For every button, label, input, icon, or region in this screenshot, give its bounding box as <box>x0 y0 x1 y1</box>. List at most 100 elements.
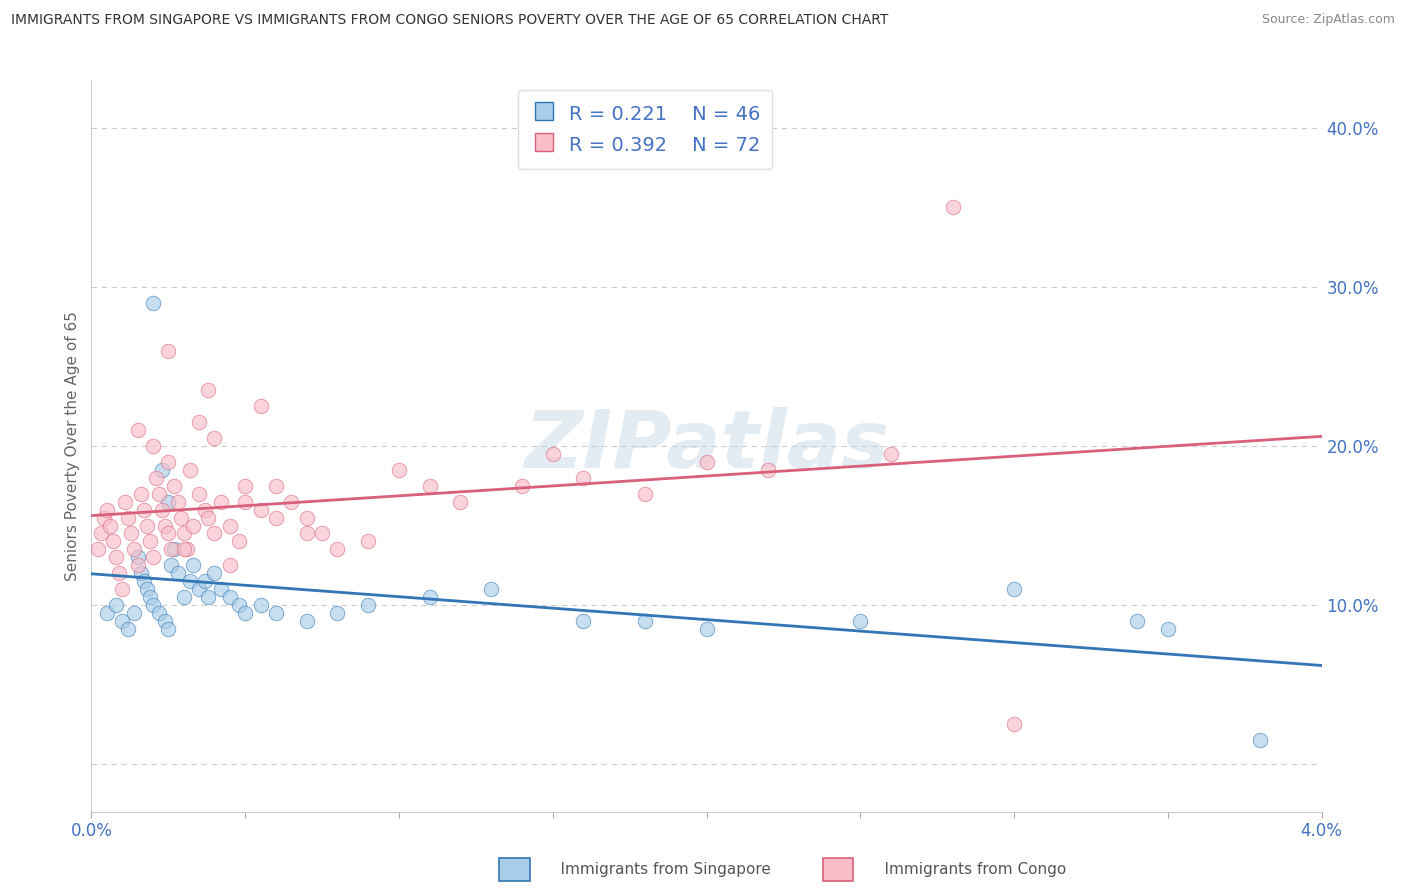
Point <box>157 526 180 541</box>
Point <box>1002 582 1025 596</box>
Point <box>1126 614 1149 628</box>
Point <box>695 455 717 469</box>
Point <box>139 590 162 604</box>
Point <box>209 494 232 508</box>
Point <box>148 606 170 620</box>
Point <box>153 614 177 628</box>
Point <box>157 494 180 508</box>
Point <box>218 590 240 604</box>
Point <box>142 296 165 310</box>
Point <box>142 439 165 453</box>
Point <box>117 622 139 636</box>
Point <box>295 526 318 541</box>
Point <box>249 598 271 612</box>
Point <box>163 479 186 493</box>
Point <box>96 606 118 620</box>
Point <box>264 606 287 620</box>
Point <box>449 494 471 508</box>
Point <box>188 415 211 429</box>
Point <box>163 542 186 557</box>
Text: Immigrants from Congo: Immigrants from Congo <box>865 863 1066 877</box>
Point <box>572 614 595 628</box>
Point <box>157 622 180 636</box>
Point <box>295 510 318 524</box>
Point <box>941 201 963 215</box>
Point <box>179 574 201 589</box>
Point <box>264 479 287 493</box>
Point <box>173 542 195 557</box>
Point <box>148 486 170 500</box>
Point <box>218 558 240 573</box>
Point <box>135 582 157 596</box>
Point <box>127 423 149 437</box>
Point <box>197 510 219 524</box>
Point <box>169 510 191 524</box>
Point <box>880 447 903 461</box>
Point <box>218 518 240 533</box>
Point <box>173 526 195 541</box>
Text: Source: ZipAtlas.com: Source: ZipAtlas.com <box>1261 13 1395 27</box>
Point <box>153 518 177 533</box>
Point <box>157 455 180 469</box>
Point <box>634 614 657 628</box>
Point <box>98 518 121 533</box>
Point <box>93 510 115 524</box>
Point <box>101 534 124 549</box>
Point <box>849 614 872 628</box>
Point <box>197 590 219 604</box>
Point <box>202 431 225 445</box>
Point <box>160 558 183 573</box>
Point <box>127 550 149 565</box>
Point <box>326 542 349 557</box>
Point <box>127 558 149 573</box>
Point <box>228 534 250 549</box>
Point <box>142 550 165 565</box>
Legend: R = 0.221    N = 46, R = 0.392    N = 72: R = 0.221 N = 46, R = 0.392 N = 72 <box>519 90 772 169</box>
Point <box>181 518 204 533</box>
Text: ZIPatlas: ZIPatlas <box>524 407 889 485</box>
Point <box>105 550 127 565</box>
Point <box>202 526 225 541</box>
Point <box>264 510 287 524</box>
Point <box>233 606 256 620</box>
Point <box>326 606 349 620</box>
Point <box>280 494 302 508</box>
Point <box>202 566 225 581</box>
Text: IMMIGRANTS FROM SINGAPORE VS IMMIGRANTS FROM CONGO SENIORS POVERTY OVER THE AGE : IMMIGRANTS FROM SINGAPORE VS IMMIGRANTS … <box>11 13 889 28</box>
Point <box>1157 622 1180 636</box>
Point <box>96 502 118 516</box>
Point <box>228 598 250 612</box>
Point <box>166 566 188 581</box>
Point <box>419 479 441 493</box>
Point <box>311 526 333 541</box>
Point <box>209 582 232 596</box>
Point <box>114 494 136 508</box>
Point <box>160 542 183 557</box>
Point <box>176 542 198 557</box>
Point <box>179 463 201 477</box>
Point <box>357 598 380 612</box>
Point <box>197 384 219 398</box>
Point <box>249 502 271 516</box>
Text: Immigrants from Singapore: Immigrants from Singapore <box>541 863 770 877</box>
Point <box>124 606 146 620</box>
Point <box>132 574 155 589</box>
Point <box>756 463 779 477</box>
Point <box>388 463 411 477</box>
Point <box>634 486 657 500</box>
Point <box>479 582 502 596</box>
Point <box>194 502 217 516</box>
Point <box>129 486 152 500</box>
Point <box>510 479 533 493</box>
Point <box>188 486 211 500</box>
Point <box>249 399 271 413</box>
Point <box>1249 733 1271 747</box>
Point <box>233 479 256 493</box>
Point <box>181 558 204 573</box>
Point <box>111 582 134 596</box>
Point <box>1002 717 1025 731</box>
Point <box>194 574 217 589</box>
Point <box>129 566 152 581</box>
Point <box>188 582 211 596</box>
Point <box>173 590 195 604</box>
